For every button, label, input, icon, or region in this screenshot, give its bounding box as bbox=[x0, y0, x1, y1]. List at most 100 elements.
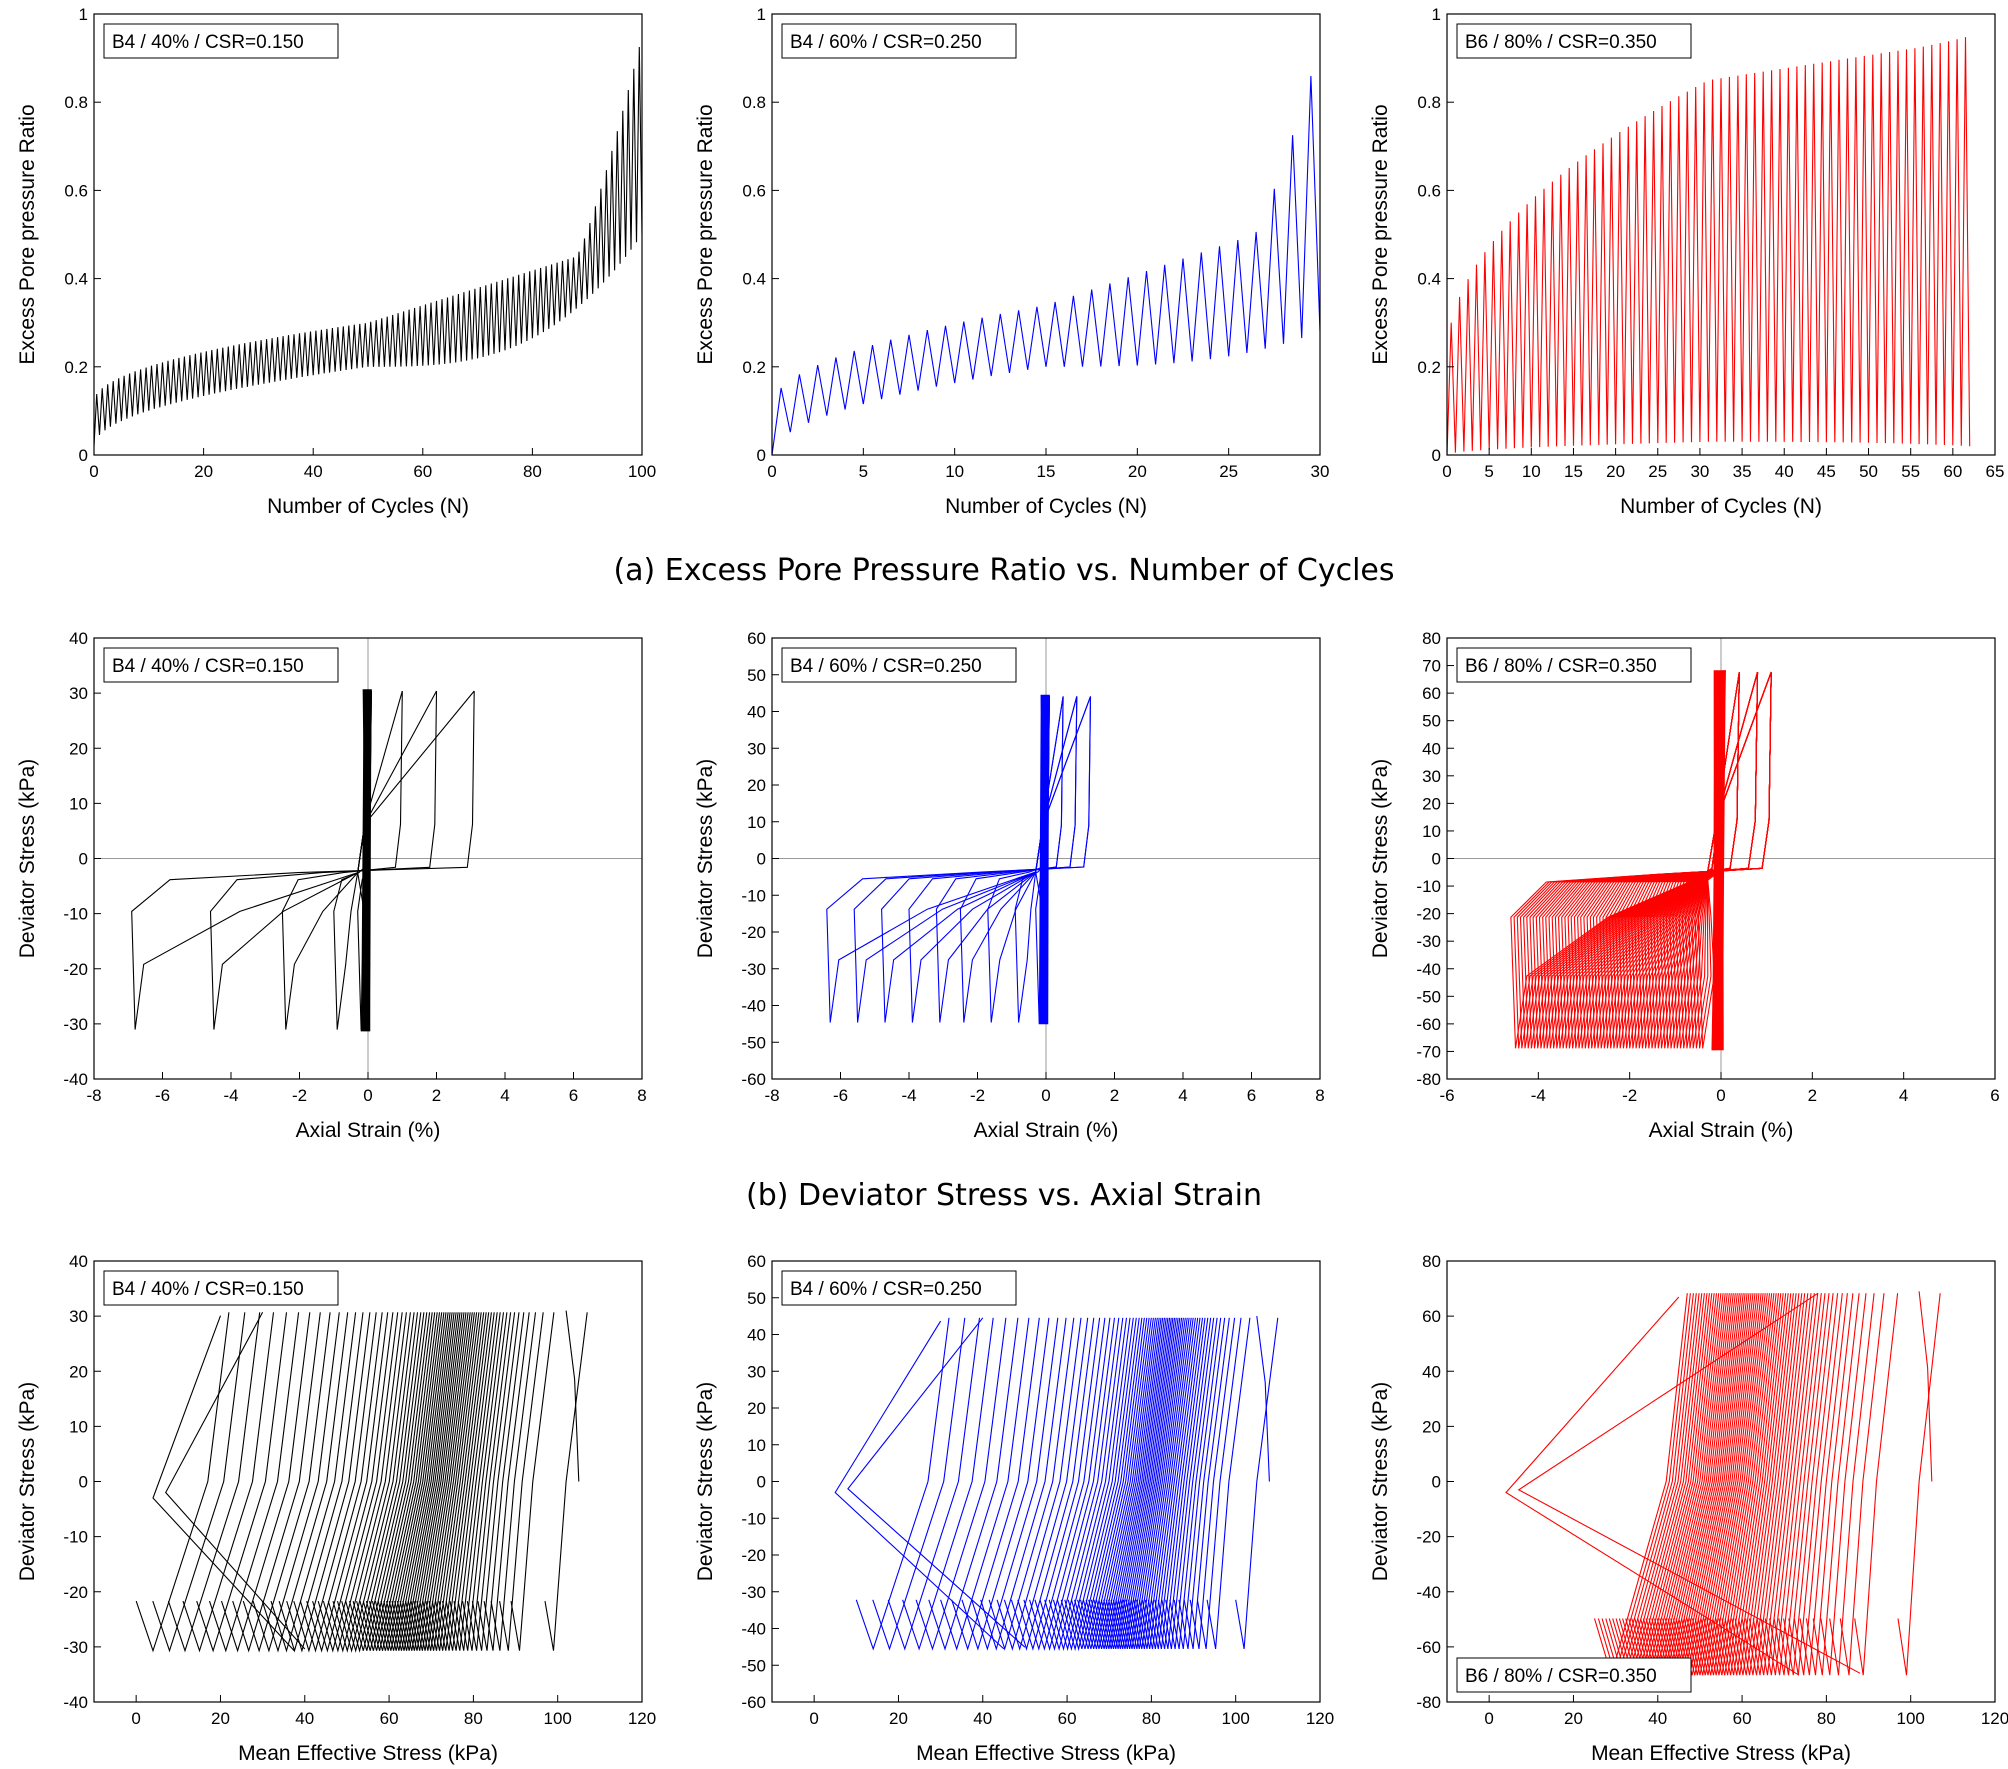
data-line-47 bbox=[1548, 671, 1772, 1049]
x-tick-label: -6 bbox=[833, 1086, 848, 1105]
y-tick-label: 80 bbox=[1422, 629, 1441, 648]
legend-box bbox=[781, 1270, 1017, 1306]
chart-panel-4: -8 -6 -4 -2 0 2 4 6 8-60-50-40-30-20-10010203040… bbox=[694, 629, 1325, 1142]
y-tick-label: 0.8 bbox=[742, 93, 766, 112]
data-line-64 bbox=[1612, 1293, 1703, 1678]
y-tick-label: 50 bbox=[747, 1289, 766, 1308]
data-line-54 bbox=[1642, 1293, 1726, 1676]
x-tick-label: 40 bbox=[1775, 462, 1794, 481]
data-line-17 bbox=[1135, 1317, 1192, 1650]
data-line-30 bbox=[1103, 1317, 1169, 1650]
data-line-33 bbox=[1095, 1317, 1164, 1650]
data-line-65 bbox=[915, 1317, 1007, 1651]
x-tick-label: -8 bbox=[764, 1086, 779, 1105]
data-line-38 bbox=[1686, 1293, 1758, 1676]
y-tick-label: -30 bbox=[63, 1638, 88, 1657]
legend-label: B4 / 40% / CSR=0.150 bbox=[112, 1279, 304, 1300]
y-axis-label: Excess Pore pressure Ratio bbox=[16, 104, 39, 364]
y-tick-label: 1 bbox=[757, 5, 766, 24]
x-tick-label: 15 bbox=[1564, 462, 1583, 481]
data-line-9 bbox=[1038, 694, 1050, 1025]
data-line-37 bbox=[1689, 1293, 1760, 1676]
x-tick-label: 10 bbox=[945, 462, 964, 481]
chart-panel-5: -6 -4 -2 0 2 4 6-80-70-60-50-40-30-20-10010203… bbox=[1369, 629, 2000, 1142]
y-tick-label: -60 bbox=[741, 1070, 766, 1089]
y-tick-label: -20 bbox=[63, 960, 88, 979]
data-line-65 bbox=[196, 1312, 288, 1653]
data-line-50 bbox=[322, 1312, 403, 1653]
data-line-7 bbox=[1799, 1293, 1848, 1676]
data-line-72 bbox=[1918, 1291, 1933, 1482]
data-line-13 bbox=[441, 1312, 495, 1651]
x-tick-label: 80 bbox=[1817, 1709, 1836, 1728]
x-tick-label: 45 bbox=[1817, 462, 1836, 481]
data-line-28 bbox=[1715, 1293, 1780, 1676]
y-tick-label: 20 bbox=[1422, 794, 1441, 813]
data-line-18 bbox=[1748, 1293, 1806, 1676]
legend-box bbox=[1456, 647, 1692, 683]
data-line-4 bbox=[1820, 1293, 1867, 1676]
data-line-34 bbox=[1697, 1293, 1766, 1676]
y-tick-label: -30 bbox=[1416, 932, 1441, 951]
data-line-16 bbox=[1646, 672, 1740, 1049]
data-line-65 bbox=[1608, 1293, 1700, 1678]
y-tick-label: 0 bbox=[1432, 850, 1441, 869]
data-line-59 bbox=[261, 1312, 349, 1653]
data-line-43 bbox=[1067, 1317, 1143, 1650]
chart-panel-6: 0 20 40 60 80 100 120 -40 -30 -20 -10 0 10 20 30 40 Mean… bbox=[16, 1252, 656, 1765]
y-tick-label: -20 bbox=[741, 1546, 766, 1565]
data-line-28 bbox=[1108, 1317, 1172, 1650]
x-axis-label: Mean Effective Stress (kPa) bbox=[238, 1742, 498, 1765]
data-line-63 bbox=[1615, 1293, 1705, 1678]
data-line-2 bbox=[281, 690, 403, 1030]
data-line-19 bbox=[422, 1312, 480, 1651]
data-line-34 bbox=[1093, 1317, 1162, 1650]
data-line-14 bbox=[1764, 1293, 1819, 1676]
y-tick-label: -10 bbox=[1416, 877, 1441, 896]
data-line-9 bbox=[1161, 1317, 1212, 1650]
data-line-52 bbox=[1029, 1317, 1111, 1651]
x-tick-label: 20 bbox=[1564, 1709, 1583, 1728]
data-line-48 bbox=[1659, 1293, 1738, 1676]
y-tick-label: -80 bbox=[1416, 1070, 1441, 1089]
x-tick-label: 40 bbox=[295, 1709, 314, 1728]
data-line-11 bbox=[1778, 1293, 1830, 1676]
x-tick-label: 6 bbox=[1990, 1086, 1999, 1105]
data-line-49 bbox=[1044, 1317, 1124, 1651]
data-line-45 bbox=[345, 1312, 422, 1653]
data-line-36 bbox=[1088, 1317, 1158, 1650]
x-tick-label: -2 bbox=[1622, 1086, 1637, 1105]
x-tick-label: -2 bbox=[970, 1086, 985, 1105]
x-tick-label: 65 bbox=[1986, 462, 2005, 481]
y-tick-label: -10 bbox=[741, 886, 766, 905]
data-line-25 bbox=[1115, 1317, 1177, 1650]
data-line-68 bbox=[152, 1312, 246, 1653]
x-tick-label: -6 bbox=[155, 1086, 170, 1105]
y-tick-label: -20 bbox=[63, 1583, 88, 1602]
x-tick-label: 60 bbox=[380, 1709, 399, 1728]
y-tick-label: -40 bbox=[741, 997, 766, 1016]
x-tick-label: 0 bbox=[363, 1086, 372, 1105]
y-axis-label: Excess Pore pressure Ratio bbox=[694, 104, 717, 364]
data-line-32 bbox=[1098, 1317, 1166, 1650]
data-line-31 bbox=[1100, 1317, 1167, 1650]
y-tick-label: 40 bbox=[1422, 739, 1441, 758]
x-tick-label: 6 bbox=[1247, 1086, 1256, 1105]
data-line-58 bbox=[270, 1312, 357, 1653]
x-tick-label: 5 bbox=[859, 462, 868, 481]
x-tick-label: 120 bbox=[1306, 1709, 1334, 1728]
data-line-70 bbox=[152, 1315, 295, 1652]
x-tick-label: 15 bbox=[1037, 462, 1056, 481]
x-tick-label: 80 bbox=[523, 462, 542, 481]
y-tick-label: 60 bbox=[1422, 684, 1441, 703]
y-tick-label: -60 bbox=[1416, 1015, 1441, 1034]
y-tick-label: 10 bbox=[1422, 822, 1441, 841]
data-line-49 bbox=[327, 1312, 407, 1653]
data-line-0 bbox=[1235, 1317, 1279, 1649]
y-tick-label: 20 bbox=[69, 1362, 88, 1381]
legend-label: B6 / 80% / CSR=0.350 bbox=[1465, 1666, 1657, 1687]
y-tick-label: 1 bbox=[79, 5, 88, 24]
data-line-66 bbox=[182, 1312, 275, 1653]
x-tick-label: 2 bbox=[1808, 1086, 1817, 1105]
